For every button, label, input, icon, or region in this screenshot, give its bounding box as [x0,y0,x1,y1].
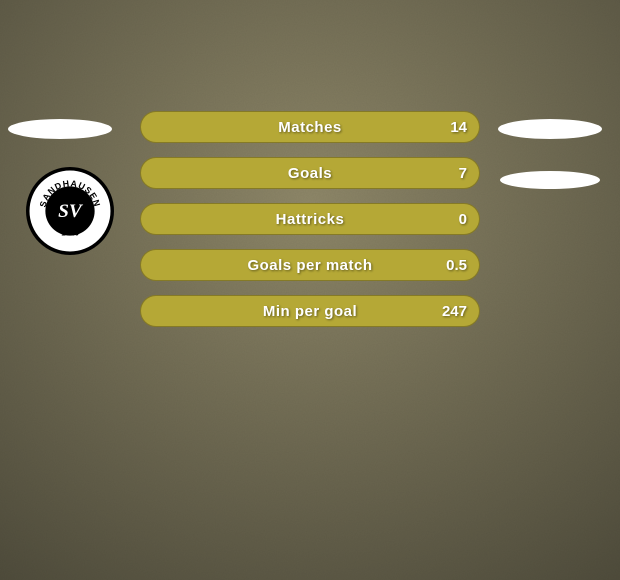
stat-bar-value: 7 [459,158,467,188]
stat-bar-label: Min per goal [141,296,479,326]
stat-bar: Goals7 [140,157,480,189]
stat-bar-label: Matches [141,112,479,142]
player-slot-left [8,119,112,139]
stat-bar: Hattricks0 [140,203,480,235]
stats-card: Roberto Pinto vs Ba-Muaka Simakala Club … [0,0,620,580]
stat-bar-value: 14 [450,112,467,142]
stat-bar-label: Hattricks [141,204,479,234]
stat-bar-value: 0 [459,204,467,234]
stat-bar-label: Goals per match [141,250,479,280]
stat-bar: Min per goal247 [140,295,480,327]
stat-bar-value: 0.5 [446,250,467,280]
player-slot-right-1 [498,119,602,139]
player-slot-right-2 [500,171,600,189]
stat-bar-value: 247 [442,296,467,326]
club-badge-sandhausen: SANDHAUSEN 1916 SV [26,167,114,255]
stat-bar: Matches14 [140,111,480,143]
stat-bar-label: Goals [141,158,479,188]
stat-bar: Goals per match0.5 [140,249,480,281]
svg-text:SV: SV [58,201,84,222]
chart-area: SANDHAUSEN 1916 SV Matches14 Goals7 Hattri… [0,111,620,327]
stat-bars: Matches14 Goals7 Hattricks0 Goals per match… [140,111,480,327]
svg-text:1916: 1916 [61,229,79,238]
